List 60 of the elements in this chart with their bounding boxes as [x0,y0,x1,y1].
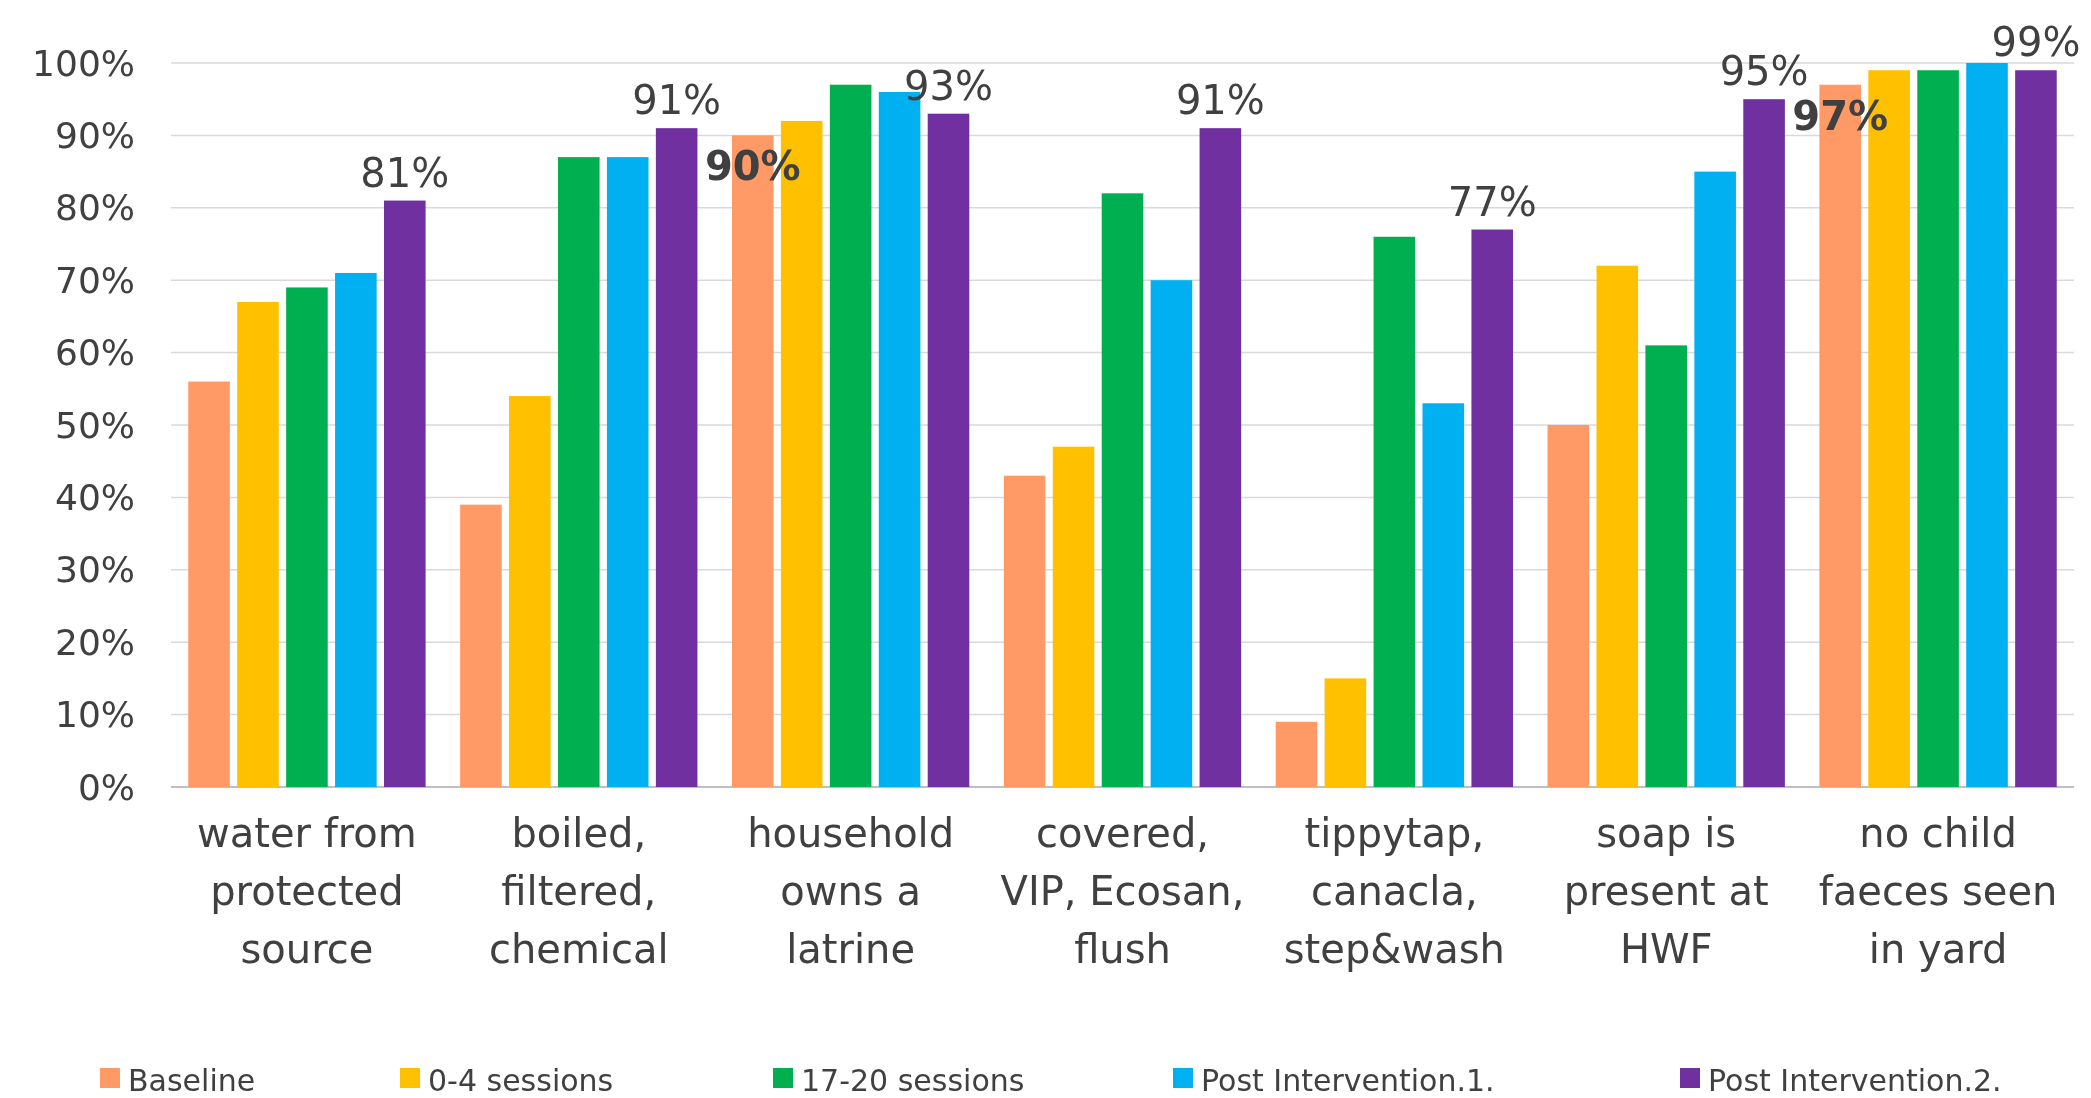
bar [1199,128,1242,787]
data-label: 77% [1447,178,1537,225]
bar [188,381,230,787]
bar [1275,721,1318,787]
bar [509,396,551,787]
bar [927,113,970,787]
bar [1422,403,1465,787]
x-tick-label: no child faeces seen in yard [1818,810,2058,972]
data-label: 91% [1175,77,1265,124]
data-label: 91% [632,77,722,124]
data-label: 95% [1719,48,1809,95]
bar [286,287,328,787]
bar [1150,280,1193,787]
bar [655,128,698,787]
legend-label: 17-20 sessions [801,1062,1025,1098]
bar [1917,70,1959,787]
bar [829,84,872,787]
bar [1003,475,1046,787]
bar [1694,171,1736,787]
bar [1052,446,1095,787]
bar [1743,99,1785,787]
legend-label: Post Intervention.1. [1201,1062,1495,1098]
bar [1547,425,1590,787]
x-tick-label: soap is present at HWF [1563,810,1769,972]
bar [384,200,426,787]
bar [237,301,279,787]
legend-label: Baseline [128,1062,256,1098]
x-tick-label: water from protected source [197,810,417,972]
x-tick-label: household owns a latrine [747,810,955,972]
bar [1596,265,1639,787]
y-tick-label: 100% [32,42,135,84]
bar [1966,63,2008,787]
data-label: 99% [1991,19,2081,66]
bar [606,157,649,787]
bar [1645,345,1688,787]
y-tick-label: 10% [54,694,135,736]
x-tick-label: covered, VIP, Ecosan, flush [1000,810,1245,972]
legend-label: Post Intervention.2. [1708,1062,2002,1098]
y-tick-label: 20% [54,621,135,663]
y-tick-label: 40% [54,477,135,518]
bar [1324,678,1367,787]
legend-label: 0-4 sessions [428,1062,614,1098]
x-tick-label: boiled, filtered, chemical [488,810,669,972]
bar [1471,229,1514,787]
y-tick-label: 30% [54,549,135,591]
bar [335,272,377,787]
y-tick-label: 0% [77,766,135,808]
bar [2015,70,2057,787]
y-tick-label: 80% [54,187,135,229]
bar [1373,236,1416,787]
y-tick-label: 50% [54,404,135,446]
y-tick-label: 70% [54,259,135,301]
data-label: 81% [360,149,450,196]
y-tick-label: 90% [54,115,135,156]
y-tick-label: 60% [54,332,135,374]
bar [557,157,600,787]
bar [460,504,502,787]
bar [1101,193,1144,787]
data-label: 93% [904,62,993,109]
x-tick-label: tippytap, canacla, step&wash [1283,810,1505,972]
